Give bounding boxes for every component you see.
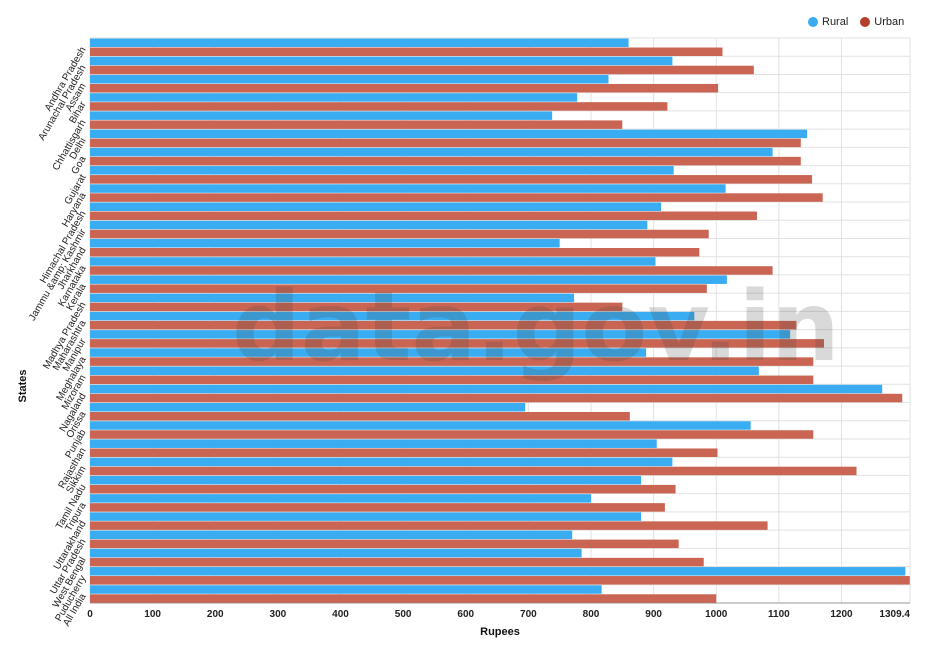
- bar-rural-24[interactable]: [90, 475, 642, 485]
- bar-urban-1[interactable]: [90, 65, 754, 75]
- bar-rural-28[interactable]: [90, 548, 582, 558]
- bar-urban-13[interactable]: [90, 284, 707, 293]
- x-tick-label: 0: [87, 609, 93, 620]
- x-axis-title: Rupees: [480, 626, 520, 638]
- bar-urban-22[interactable]: [90, 448, 718, 457]
- bar-urban-5[interactable]: [90, 138, 801, 148]
- bar-urban-6[interactable]: [90, 156, 801, 166]
- bar-rural-19[interactable]: [90, 384, 883, 394]
- bar-urban-19[interactable]: [90, 393, 903, 403]
- bars: [90, 38, 910, 603]
- watermark-text: data.gov.in: [232, 271, 840, 383]
- x-tick-label: 200: [207, 609, 224, 620]
- bar-urban-15[interactable]: [90, 320, 797, 330]
- legend-rural-dot: [808, 17, 818, 27]
- bar-rural-18[interactable]: [90, 366, 759, 376]
- bar-rural-14[interactable]: [90, 293, 575, 303]
- bar-rural-0[interactable]: [90, 38, 629, 48]
- bar-urban-21[interactable]: [90, 430, 814, 439]
- bar-rural-17[interactable]: [90, 348, 647, 357]
- x-tick-label: 600: [457, 609, 474, 620]
- bar-rural-15[interactable]: [90, 311, 695, 321]
- bar-urban-20[interactable]: [90, 412, 630, 421]
- x-tick-label: 1200: [830, 609, 853, 620]
- bar-urban-17[interactable]: [90, 357, 814, 366]
- y-axis-title: States: [17, 369, 29, 402]
- x-tick-label: 400: [332, 609, 349, 620]
- bar-rural-8[interactable]: [90, 184, 726, 193]
- bar-urban-30[interactable]: [90, 594, 717, 603]
- legend-urban-dot: [860, 17, 871, 27]
- bar-urban-0[interactable]: [90, 47, 723, 57]
- bar-rural-4[interactable]: [90, 111, 553, 120]
- x-tick-label: 800: [583, 609, 600, 620]
- bar-urban-18[interactable]: [90, 375, 814, 385]
- bar-rural-20[interactable]: [90, 403, 526, 412]
- legend-item-urban[interactable]: Urban: [860, 16, 904, 28]
- bar-rural-23[interactable]: [90, 457, 673, 467]
- bar-rural-9[interactable]: [90, 202, 662, 212]
- x-tick-label: 100: [144, 609, 161, 620]
- bar-urban-23[interactable]: [90, 466, 857, 476]
- bar-rural-12[interactable]: [90, 257, 656, 266]
- x-tick-label: 500: [395, 609, 412, 620]
- bar-rural-3[interactable]: [90, 93, 578, 102]
- bar-urban-4[interactable]: [90, 120, 623, 129]
- bar-rural-10[interactable]: [90, 220, 648, 230]
- legend-rural-label: Rural: [822, 16, 849, 28]
- bar-rural-26[interactable]: [90, 512, 642, 521]
- bar-urban-8[interactable]: [90, 193, 823, 202]
- x-tick-label: 1100: [768, 609, 790, 620]
- bar-rural-6[interactable]: [90, 147, 773, 157]
- bar-rural-21[interactable]: [90, 421, 751, 430]
- bar-urban-28[interactable]: [90, 557, 704, 567]
- bar-urban-27[interactable]: [90, 539, 679, 549]
- bar-rural-25[interactable]: [90, 494, 591, 503]
- x-tick-label: 300: [270, 609, 287, 620]
- bar-urban-25[interactable]: [90, 503, 665, 512]
- legend-item-rural[interactable]: Rural: [808, 16, 848, 28]
- bar-urban-10[interactable]: [90, 229, 709, 239]
- x-tick-label: 1000: [705, 609, 728, 620]
- bar-urban-24[interactable]: [90, 484, 676, 494]
- bar-rural-27[interactable]: [90, 530, 573, 540]
- bar-urban-3[interactable]: [90, 102, 668, 111]
- bar-rural-2[interactable]: [90, 74, 609, 84]
- bar-urban-14[interactable]: [90, 302, 623, 312]
- bar-urban-12[interactable]: [90, 266, 773, 275]
- bar-urban-2[interactable]: [90, 83, 719, 93]
- bar-urban-26[interactable]: [90, 521, 768, 530]
- bar-urban-29[interactable]: [90, 576, 910, 585]
- bar-rural-11[interactable]: [90, 238, 560, 248]
- bar-urban-9[interactable]: [90, 211, 757, 221]
- bar-urban-7[interactable]: [90, 175, 813, 184]
- bar-rural-16[interactable]: [90, 330, 791, 339]
- bar-rural-30[interactable]: [90, 585, 602, 594]
- legend-urban-label: Urban: [874, 16, 905, 28]
- bar-rural-5[interactable]: [90, 129, 808, 139]
- x-axis-ticks: 0 100 200 300 400 500 600 700 800 900 1000 1100 1200…: [87, 609, 910, 620]
- x-tick-label: 700: [520, 609, 537, 620]
- bar-urban-16[interactable]: [90, 339, 824, 348]
- bar-rural-7[interactable]: [90, 166, 674, 175]
- x-tick-label: 900: [645, 609, 662, 620]
- x-tick-label: 1309.4: [879, 609, 910, 620]
- bar-rural-13[interactable]: [90, 275, 727, 284]
- bar-rural-29[interactable]: [90, 567, 906, 576]
- legend: Rural Urban: [808, 16, 904, 28]
- bar-rural-1[interactable]: [90, 56, 673, 66]
- bar-urban-11[interactable]: [90, 247, 700, 257]
- bar-rural-22[interactable]: [90, 439, 657, 448]
